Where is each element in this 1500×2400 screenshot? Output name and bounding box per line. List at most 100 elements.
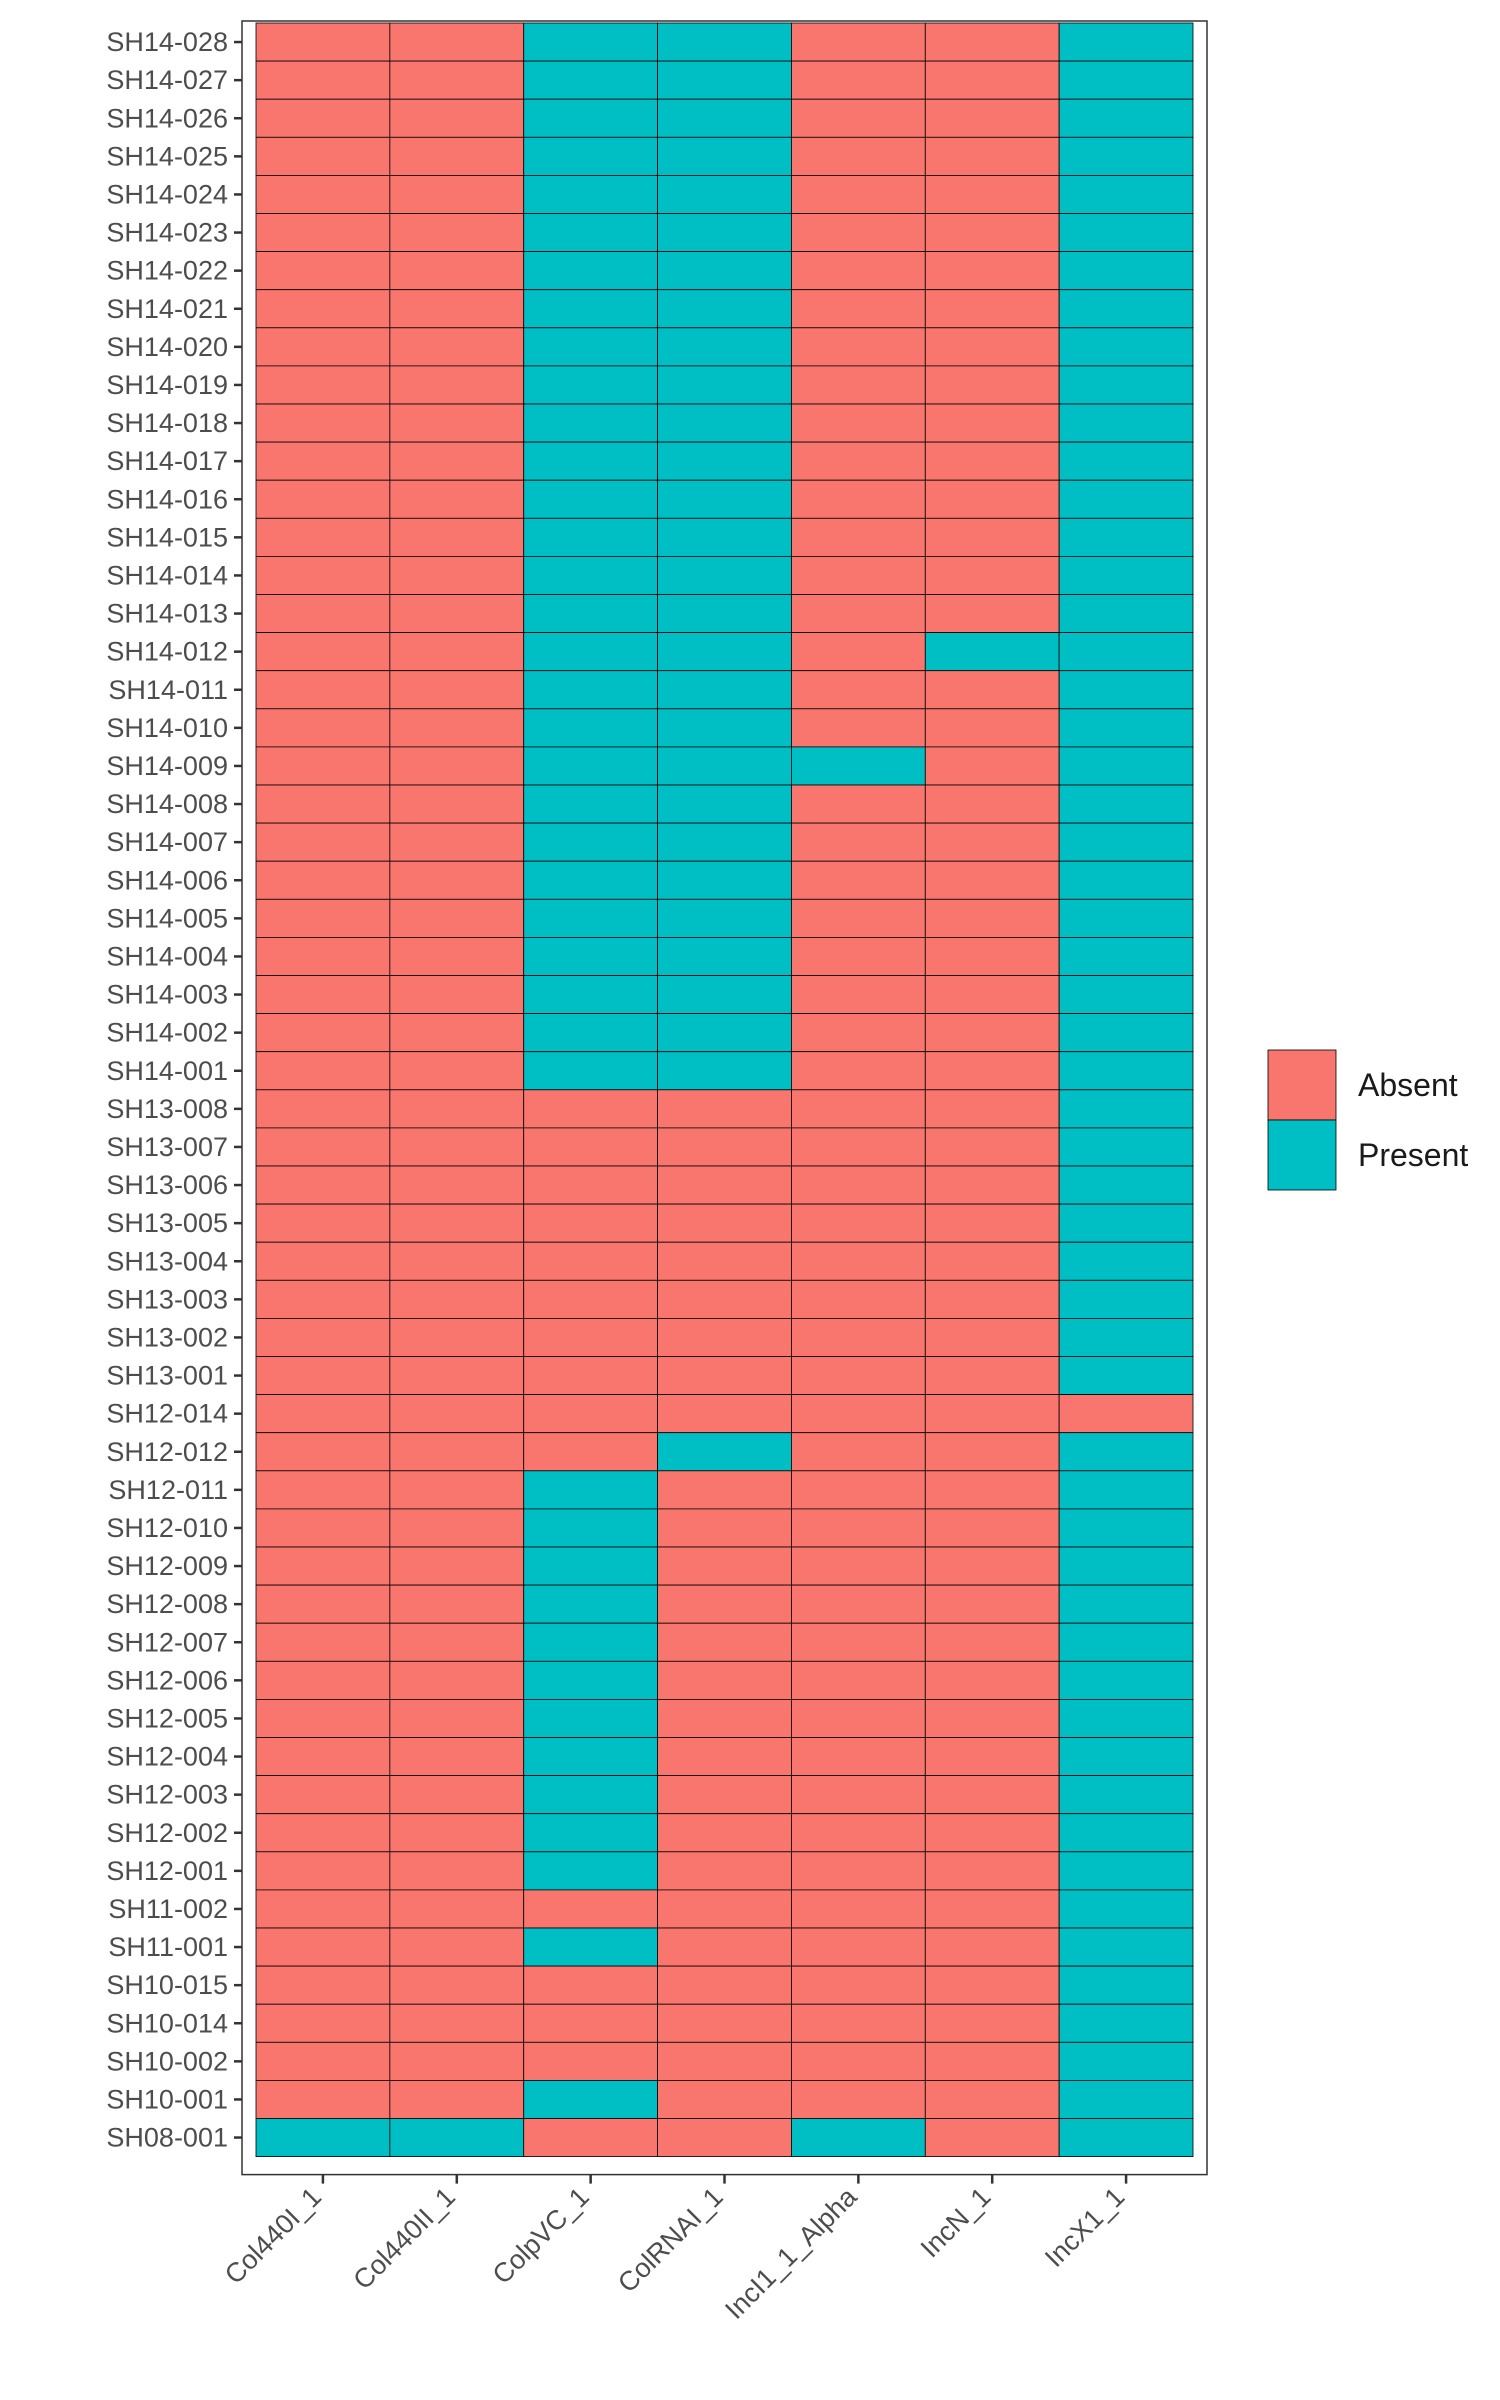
heatmap-cell (255, 403, 391, 443)
heatmap-cell (523, 1775, 658, 1815)
heatmap-cell (924, 327, 1060, 367)
heatmap-cell (791, 1013, 926, 1053)
heatmap-cell (523, 1889, 658, 1929)
heatmap-cell (523, 1051, 658, 1091)
y-tick-label: SH11-002 (108, 1894, 228, 1924)
heatmap-cell (1058, 708, 1194, 748)
heatmap-cell (791, 1432, 926, 1472)
heatmap-cell (657, 213, 792, 252)
legend-key-absent (1267, 1049, 1337, 1121)
heatmap-cell (255, 213, 391, 252)
heatmap-cell (389, 1279, 525, 1319)
heatmap-cell (255, 1470, 391, 1510)
heatmap-cell (657, 1699, 792, 1738)
heatmap-cell (791, 1737, 926, 1776)
heatmap-cell (657, 2041, 792, 2081)
heatmap-cell (389, 632, 525, 672)
heatmap-cell (657, 403, 792, 443)
heatmap-cell (523, 403, 658, 443)
heatmap-cell (657, 632, 792, 672)
y-tick-label: SH14-023 (106, 218, 228, 248)
heatmap-cell (924, 898, 1060, 938)
heatmap-cell (791, 1775, 926, 1815)
heatmap-cell (1058, 365, 1194, 405)
y-axis: SH14-028 SH14-027 SH14-026 SH14-025 SH14-024… (106, 27, 242, 2153)
heatmap-cell (255, 517, 391, 557)
heatmap-cell (924, 1241, 1060, 1281)
heatmap-cell (389, 1546, 525, 1586)
heatmap-cell (657, 1394, 792, 1434)
y-tick-label: SH14-010 (106, 713, 228, 743)
heatmap-cell (924, 556, 1060, 595)
heatmap-cell (924, 784, 1060, 824)
heatmap-cell (389, 1432, 525, 1472)
heatmap-cell (255, 556, 391, 595)
heatmap-cell (657, 2079, 792, 2119)
y-tick-label: SH14-001 (106, 1056, 228, 1086)
y-tick-label: SH13-006 (106, 1170, 228, 1200)
heatmap-cell (791, 1927, 926, 1967)
heatmap-cell (791, 1356, 926, 1395)
heatmap-cell (389, 1051, 525, 1091)
heatmap-cell (1058, 1813, 1194, 1853)
heatmap-cell (657, 517, 792, 557)
heatmap-cell (389, 1508, 525, 1548)
heatmap-cell (924, 1051, 1060, 1091)
heatmap-cell (791, 898, 926, 938)
heatmap-cell (924, 746, 1060, 786)
heatmap-cell (255, 784, 391, 824)
heatmap-cell (924, 1432, 1060, 1472)
heatmap-cell (523, 1165, 658, 1205)
heatmap-cell (657, 174, 792, 214)
heatmap-cell (255, 2118, 391, 2157)
y-tick-label: SH08-001 (106, 2123, 228, 2153)
heatmap-cell (523, 1584, 658, 1624)
heatmap-cell (791, 365, 926, 405)
y-tick-label: SH14-009 (106, 751, 228, 781)
heatmap-cell (389, 136, 525, 176)
heatmap-cell (1058, 22, 1194, 62)
y-tick-label: SH10-015 (106, 1970, 228, 2000)
heatmap-cell (389, 1851, 525, 1891)
heatmap-cell (924, 1089, 1060, 1129)
heatmap-cell (523, 441, 658, 481)
heatmap-cell (924, 441, 1060, 481)
heatmap-cell (389, 327, 525, 367)
heatmap-cell (1058, 1660, 1194, 1700)
heatmap-cell (657, 1622, 792, 1662)
heatmap-cell (657, 1851, 792, 1891)
y-tick-label: SH10-014 (106, 2008, 228, 2038)
heatmap-cell (657, 784, 792, 824)
heatmap-cell (1058, 670, 1194, 710)
heatmap-cell (255, 1165, 391, 1205)
heatmap-cell (389, 251, 525, 291)
heatmap-cell (255, 479, 391, 519)
heatmap-cell (791, 98, 926, 138)
heatmap-cell (255, 594, 391, 633)
heatmap-cell (924, 60, 1060, 100)
heatmap-cell (924, 1013, 1060, 1053)
heatmap-cell (389, 517, 525, 557)
heatmap-cell (523, 1660, 658, 1700)
y-tick-label: SH14-008 (106, 789, 228, 819)
y-tick-label: SH12-012 (106, 1437, 228, 1467)
heatmap-cell (657, 1737, 792, 1776)
heatmap-cell (1058, 1432, 1194, 1472)
heatmap-cell (389, 1241, 525, 1281)
heatmap-cell (657, 1089, 792, 1129)
heatmap-cell (523, 1318, 658, 1357)
heatmap-cell (791, 1660, 926, 1700)
heatmap-cell (657, 1356, 792, 1395)
heatmap-cell (1058, 1241, 1194, 1281)
heatmap-cell (924, 1318, 1060, 1357)
heatmap-cell (791, 517, 926, 557)
heatmap-cell (1058, 975, 1194, 1014)
heatmap-cell (523, 517, 658, 557)
heatmap-cell (791, 1203, 926, 1243)
heatmap-cell (791, 1889, 926, 1929)
heatmap-cell (523, 1470, 658, 1510)
heatmap-cell (389, 1965, 525, 2005)
heatmap-cell (791, 174, 926, 214)
y-tick-label: SH14-007 (106, 827, 228, 857)
heatmap-cell (389, 2079, 525, 2119)
